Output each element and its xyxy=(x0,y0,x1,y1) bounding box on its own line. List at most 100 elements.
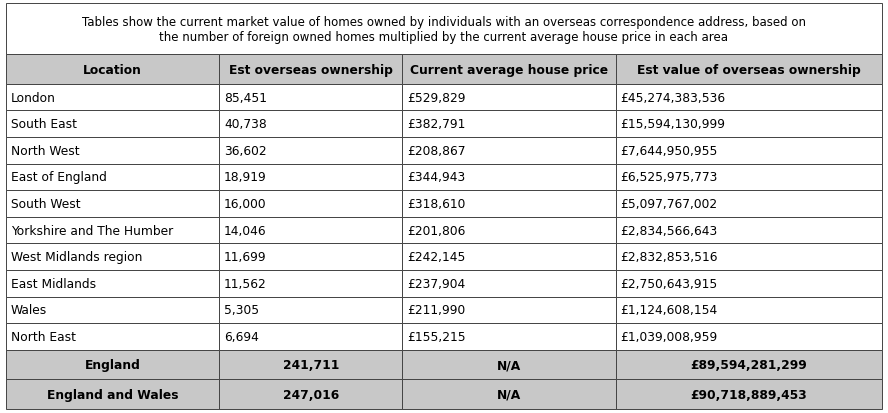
Bar xyxy=(6,55,219,85)
Text: £211,990: £211,990 xyxy=(408,304,465,317)
Text: £155,215: £155,215 xyxy=(408,330,466,343)
Bar xyxy=(219,164,402,191)
Bar xyxy=(219,297,402,323)
Text: England: England xyxy=(84,358,140,371)
Text: 85,451: 85,451 xyxy=(224,91,267,104)
Bar xyxy=(6,350,219,380)
Bar xyxy=(402,55,615,85)
Text: £242,145: £242,145 xyxy=(408,251,466,263)
Text: £90,718,889,453: £90,718,889,453 xyxy=(690,388,807,401)
Bar xyxy=(615,323,882,350)
Bar xyxy=(6,191,219,217)
Bar xyxy=(402,111,615,138)
Bar xyxy=(615,350,882,380)
Bar xyxy=(219,111,402,138)
Text: £529,829: £529,829 xyxy=(408,91,466,104)
Text: 247,016: 247,016 xyxy=(282,388,339,401)
Text: 6,694: 6,694 xyxy=(224,330,259,343)
Bar xyxy=(6,244,219,271)
Text: 241,711: 241,711 xyxy=(282,358,339,371)
Text: £318,610: £318,610 xyxy=(408,197,466,211)
Text: Est overseas ownership: Est overseas ownership xyxy=(229,63,392,76)
Bar xyxy=(219,380,402,409)
Text: South West: South West xyxy=(11,197,81,211)
Bar xyxy=(6,323,219,350)
Text: £7,644,950,955: £7,644,950,955 xyxy=(621,145,718,157)
Bar xyxy=(615,244,882,271)
Text: £382,791: £382,791 xyxy=(408,118,466,131)
Bar xyxy=(615,85,882,111)
Text: 11,562: 11,562 xyxy=(224,277,266,290)
Bar xyxy=(219,138,402,164)
Text: £1,124,608,154: £1,124,608,154 xyxy=(621,304,718,317)
Bar xyxy=(219,217,402,244)
Text: £89,594,281,299: £89,594,281,299 xyxy=(690,358,807,371)
Bar xyxy=(6,164,219,191)
Text: North East: North East xyxy=(11,330,76,343)
Bar xyxy=(6,380,219,409)
Text: Yorkshire and The Humber: Yorkshire and The Humber xyxy=(11,224,173,237)
Text: £2,832,853,516: £2,832,853,516 xyxy=(621,251,718,263)
Bar xyxy=(219,191,402,217)
Bar xyxy=(402,350,615,380)
Bar xyxy=(402,138,615,164)
Text: Current average house price: Current average house price xyxy=(410,63,608,76)
Text: 16,000: 16,000 xyxy=(224,197,266,211)
Bar xyxy=(219,271,402,297)
Text: £237,904: £237,904 xyxy=(408,277,465,290)
Bar xyxy=(6,4,882,55)
Text: £15,594,130,999: £15,594,130,999 xyxy=(621,118,725,131)
Text: Wales: Wales xyxy=(11,304,47,317)
Bar xyxy=(6,138,219,164)
Bar xyxy=(615,164,882,191)
Text: 11,699: 11,699 xyxy=(224,251,266,263)
Bar xyxy=(402,217,615,244)
Text: 36,602: 36,602 xyxy=(224,145,266,157)
Text: Tables show the current market value of homes owned by individuals with an overs: Tables show the current market value of … xyxy=(82,16,806,43)
Bar xyxy=(615,111,882,138)
Bar xyxy=(615,380,882,409)
Bar xyxy=(402,164,615,191)
Bar xyxy=(6,111,219,138)
Bar xyxy=(402,380,615,409)
Text: £45,274,383,536: £45,274,383,536 xyxy=(621,91,725,104)
Bar xyxy=(402,244,615,271)
Bar xyxy=(615,55,882,85)
Bar xyxy=(615,138,882,164)
Text: South East: South East xyxy=(11,118,77,131)
Text: 14,046: 14,046 xyxy=(224,224,266,237)
Bar xyxy=(615,191,882,217)
Bar xyxy=(6,271,219,297)
Text: £344,943: £344,943 xyxy=(408,171,465,184)
Bar xyxy=(219,55,402,85)
Bar xyxy=(6,85,219,111)
Text: 5,305: 5,305 xyxy=(224,304,259,317)
Bar xyxy=(402,323,615,350)
Text: East of England: East of England xyxy=(11,171,107,184)
Bar xyxy=(615,217,882,244)
Bar xyxy=(615,297,882,323)
Bar xyxy=(219,244,402,271)
Bar xyxy=(6,217,219,244)
Text: West Midlands region: West Midlands region xyxy=(11,251,142,263)
Bar xyxy=(402,271,615,297)
Text: £5,097,767,002: £5,097,767,002 xyxy=(621,197,718,211)
Bar xyxy=(402,85,615,111)
Bar xyxy=(219,323,402,350)
Text: N/A: N/A xyxy=(497,358,521,371)
Bar xyxy=(219,350,402,380)
Text: N/A: N/A xyxy=(497,388,521,401)
Text: Location: Location xyxy=(83,63,142,76)
Bar xyxy=(6,297,219,323)
Bar xyxy=(615,271,882,297)
Text: England and Wales: England and Wales xyxy=(47,388,178,401)
Text: London: London xyxy=(11,91,56,104)
Text: £1,039,008,959: £1,039,008,959 xyxy=(621,330,718,343)
Text: 40,738: 40,738 xyxy=(224,118,266,131)
Text: 18,919: 18,919 xyxy=(224,171,266,184)
Text: £201,806: £201,806 xyxy=(408,224,466,237)
Text: North West: North West xyxy=(11,145,80,157)
Text: £2,834,566,643: £2,834,566,643 xyxy=(621,224,718,237)
Bar xyxy=(219,85,402,111)
Text: £2,750,643,915: £2,750,643,915 xyxy=(621,277,718,290)
